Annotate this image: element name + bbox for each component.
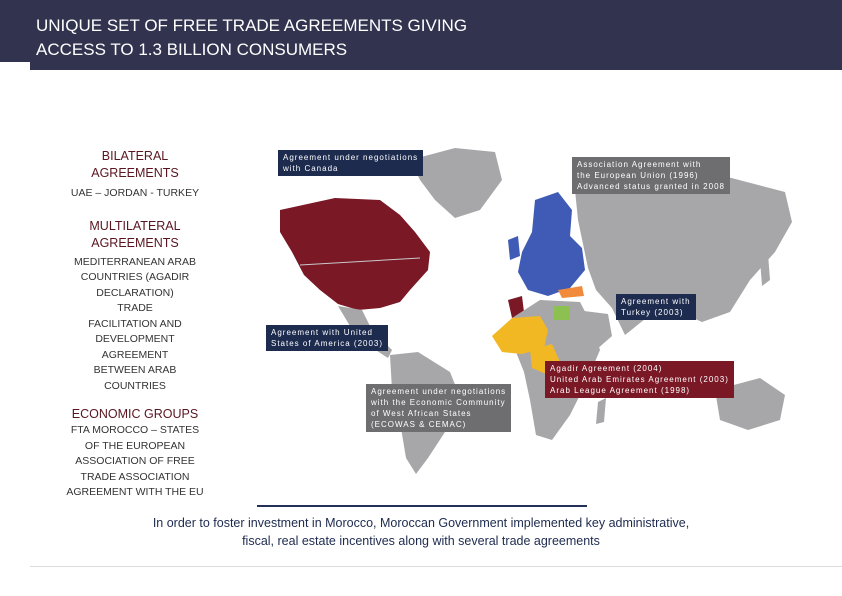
callout-canada: Agreement under negotiations with Canada bbox=[278, 150, 424, 176]
egypt-shape bbox=[554, 306, 570, 320]
title-banner bbox=[30, 0, 842, 70]
japan-shape bbox=[760, 254, 770, 286]
callout-usa: Agreement with United States of America … bbox=[266, 325, 389, 351]
multilateral-body: MEDITERRANEAN ARAB COUNTRIES (AGADIR DEC… bbox=[74, 255, 196, 392]
callout-european-union: Association Agreement with the European … bbox=[572, 157, 730, 194]
madagascar-shape bbox=[596, 398, 606, 424]
footer-divider bbox=[257, 505, 587, 507]
uk-shape bbox=[508, 236, 520, 260]
callout-turkey: Agreement with Turkey (2003) bbox=[616, 294, 696, 320]
economic-groups-title: ECONOMIC GROUPS bbox=[71, 407, 199, 421]
west-africa-shape bbox=[492, 316, 548, 354]
header-accent-bar bbox=[0, 0, 30, 62]
multilateral-title: MULTILATERAL AGREEMENTS bbox=[89, 218, 181, 250]
north-america-shape bbox=[280, 198, 430, 310]
turkey-shape bbox=[558, 286, 584, 298]
callout-agadir: Agadir Agreement (2004) United Arab Emir… bbox=[545, 361, 734, 398]
page-title: UNIQUE SET OF FREE TRADE AGREEMENTS GIVI… bbox=[36, 16, 468, 59]
economic-groups-body: FTA MOROCCO – STATES OF THE EUROPEAN ASS… bbox=[66, 424, 204, 498]
bilateral-body: UAE – JORDAN - TURKEY bbox=[70, 187, 200, 199]
greenland-shape bbox=[410, 148, 502, 218]
agreements-sidebar: BILATERAL AGREEMENTS UAE – JORDAN - TURK… bbox=[50, 148, 220, 501]
bilateral-title: BILATERAL AGREEMENTS bbox=[91, 149, 179, 180]
footer-note: In order to foster investment in Morocco… bbox=[152, 516, 690, 548]
morocco-shape bbox=[508, 296, 524, 318]
europe-shape bbox=[518, 192, 585, 296]
canada-usa-border bbox=[299, 257, 421, 266]
bottom-rule bbox=[30, 566, 842, 567]
arabian-peninsula-shape bbox=[576, 310, 612, 350]
callout-ecowas: Agreement under negotiations with the Ec… bbox=[366, 384, 512, 432]
